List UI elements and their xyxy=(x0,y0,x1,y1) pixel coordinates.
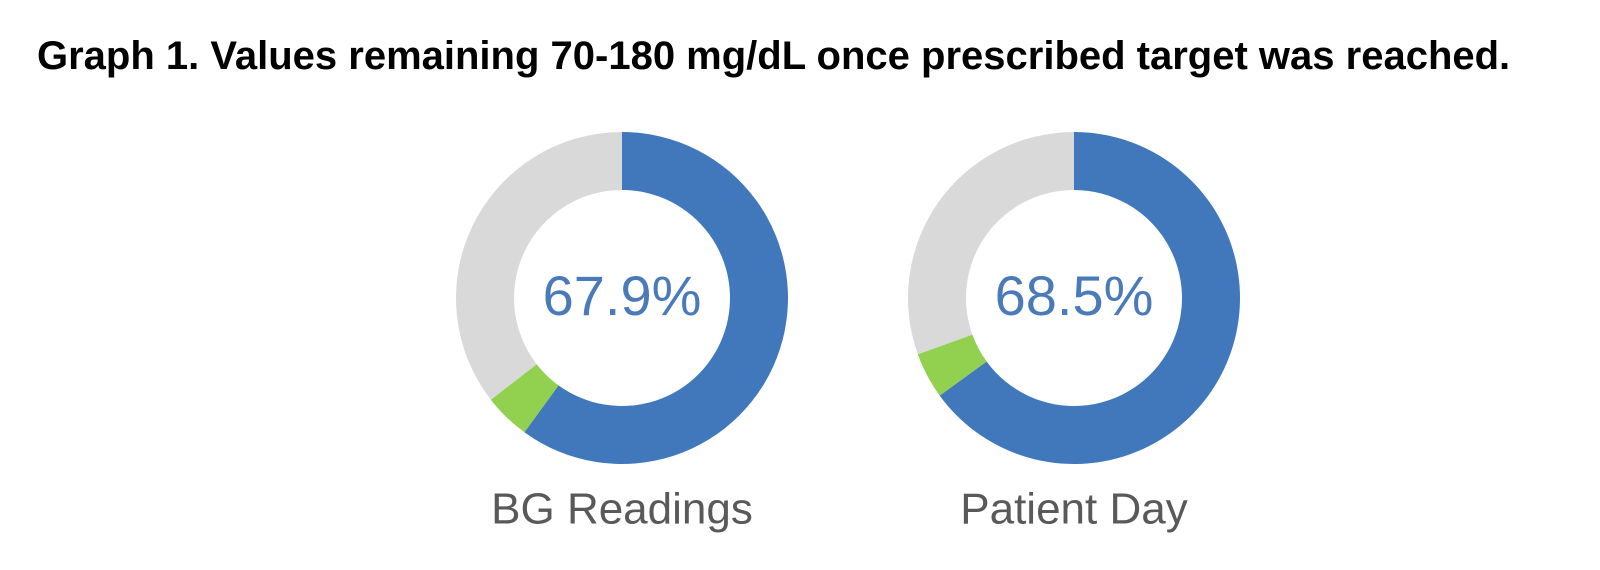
chart-title: Graph 1. Values remaining 70-180 mg/dL o… xyxy=(37,34,1511,78)
donut-segment xyxy=(456,132,622,400)
donut-segment xyxy=(908,132,1074,355)
chart-label: Patient Day xyxy=(960,485,1187,534)
center-label: 68.5% xyxy=(995,264,1154,327)
donut-segment xyxy=(939,132,1240,464)
donut-segment xyxy=(490,364,559,433)
donut-segment xyxy=(917,334,987,396)
chart-label: BG Readings xyxy=(491,485,753,534)
center-label: 67.9% xyxy=(543,264,702,327)
donut-segment xyxy=(524,132,789,464)
